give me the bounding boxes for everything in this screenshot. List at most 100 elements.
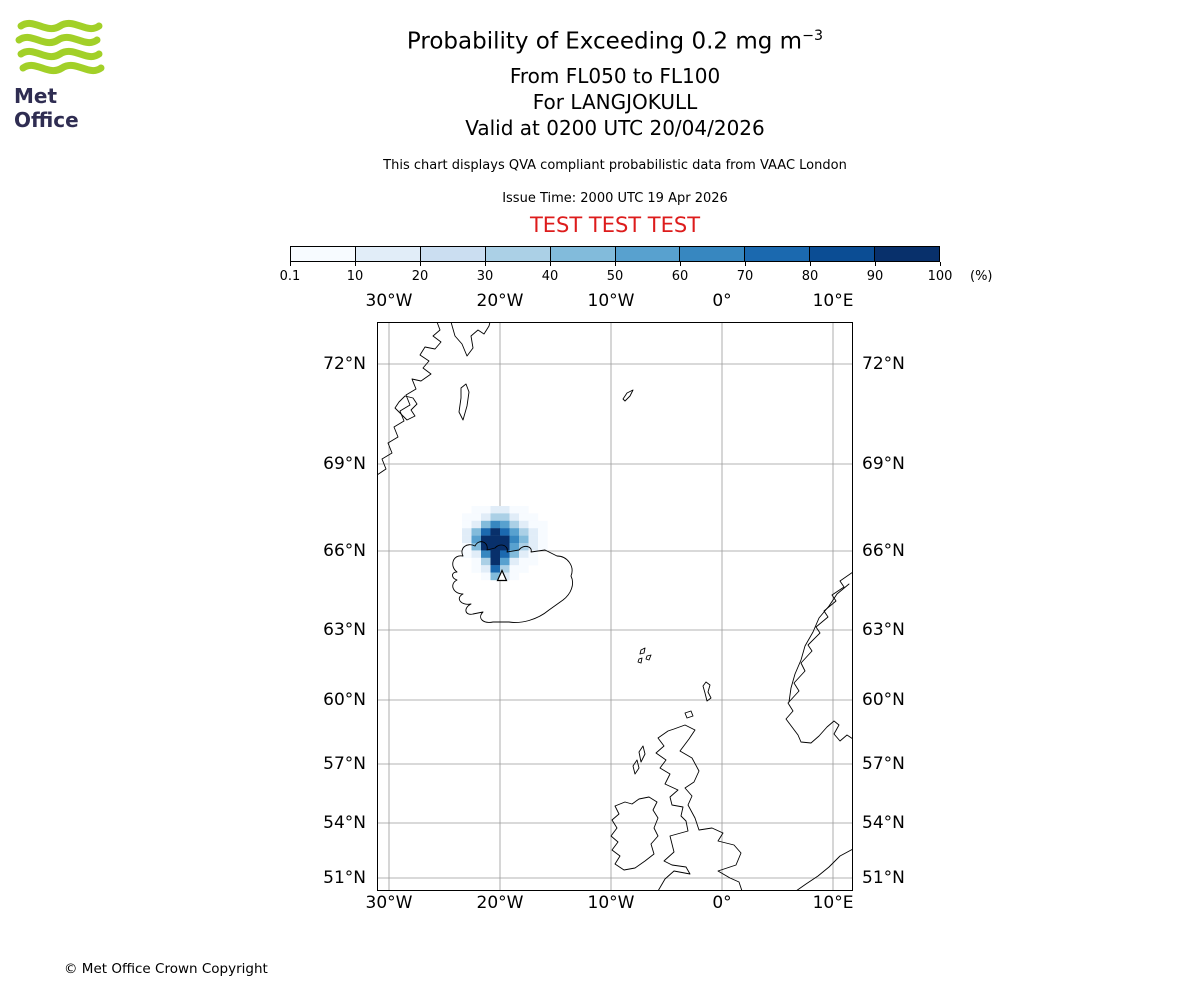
probability-cell	[490, 543, 501, 551]
probability-cell	[462, 543, 472, 551]
probability-cell	[471, 520, 482, 529]
probability-cell	[490, 572, 501, 581]
coastline-jan-mayen	[622, 389, 634, 402]
colorbar-tick-label: 70	[736, 269, 754, 284]
page-title-exponent: −3	[802, 28, 824, 44]
lon-label-bottom: 10°E	[812, 893, 854, 913]
probability-cell	[462, 550, 472, 558]
lon-label-bottom: 30°W	[365, 893, 413, 913]
probability-cell	[481, 506, 491, 514]
probability-cell	[471, 513, 482, 521]
colorbar-tick-label: 30	[476, 269, 494, 284]
lat-label-right: 69°N	[862, 454, 905, 474]
colorbar-tick	[550, 262, 551, 266]
logo-wave	[17, 47, 103, 61]
page-title: Probability of Exceeding 0.2 mg m−3	[30, 28, 1200, 55]
probability-cell	[471, 506, 482, 514]
coastline-ireland	[610, 796, 659, 871]
probability-cell	[509, 550, 520, 558]
probability-cell	[481, 535, 491, 544]
probability-cell	[500, 535, 510, 544]
colorbar-tick-label: 90	[866, 269, 884, 284]
probability-cell	[490, 513, 501, 521]
colorbar-segment	[744, 247, 810, 261]
probability-cell	[481, 543, 491, 551]
lat-label-right: 63°N	[862, 620, 905, 640]
probability-cell	[519, 550, 529, 558]
lat-label-left: 72°N	[323, 354, 366, 374]
probability-cell	[519, 506, 529, 514]
colorbar-tick	[680, 262, 681, 266]
probability-cell	[481, 572, 491, 581]
probability-cell	[490, 520, 501, 529]
lon-label-top: 10°E	[812, 291, 854, 311]
probability-cell	[500, 543, 510, 551]
probability-cell	[471, 535, 482, 544]
colorbar-segment	[484, 247, 550, 261]
subtitle-volcano: For LANGJOKULL	[532, 90, 698, 114]
probability-cell	[509, 565, 520, 573]
probability-cell	[481, 528, 491, 536]
probability-cell	[490, 506, 501, 514]
subtitle-flight-levels: From FL050 to FL100	[509, 64, 721, 88]
probability-cell	[500, 528, 510, 536]
probability-cell	[509, 572, 520, 581]
colorbar-tick	[485, 262, 486, 266]
probability-cell	[519, 528, 529, 536]
copyright-notice: © Met Office Crown Copyright	[64, 961, 268, 977]
probability-cell	[490, 535, 501, 544]
probability-cell	[528, 528, 539, 536]
coastline-norway-fjords	[788, 583, 850, 703]
probability-cell	[538, 543, 548, 551]
probability-colorbar	[290, 246, 940, 262]
colorbar-tick-label: 80	[801, 269, 819, 284]
colorbar-tick-label: 10	[346, 269, 364, 284]
coastline-greenland-fjord-island	[458, 383, 470, 421]
probability-cell	[500, 506, 510, 514]
test-banner: TEST TEST TEST	[529, 213, 701, 237]
probability-cell	[519, 513, 529, 521]
probability-cell	[528, 557, 539, 566]
probability-cell	[509, 557, 520, 566]
lon-label-bottom: 10°W	[587, 893, 635, 913]
probability-cell	[509, 520, 520, 529]
probability-cell	[519, 520, 529, 529]
coastline-orkney	[684, 710, 694, 719]
coastline-denmark	[795, 848, 854, 892]
lat-label-left: 63°N	[323, 620, 366, 640]
probability-cell	[500, 513, 510, 521]
lat-label-left: 54°N	[323, 813, 366, 833]
colorbar-segment	[354, 247, 420, 261]
met-office-logo: Met Office	[14, 16, 124, 132]
probability-cell	[500, 557, 510, 566]
probability-cell	[509, 506, 520, 514]
lat-label-left: 51°N	[323, 868, 366, 888]
probability-cell	[471, 528, 482, 536]
colorbar-unit-label: (%)	[970, 269, 993, 284]
colorbar-segment	[549, 247, 615, 261]
lat-label-right: 72°N	[862, 354, 905, 374]
coastline-greenland	[376, 321, 442, 476]
lat-label-right: 66°N	[862, 541, 905, 561]
map-panel	[376, 321, 854, 892]
issue-time: Issue Time: 2000 UTC 19 Apr 2026	[502, 191, 728, 206]
probability-cell	[538, 535, 548, 544]
probability-cell	[519, 557, 529, 566]
page-title-text: Probability of Exceeding 0.2 mg m	[406, 28, 803, 55]
coastlines	[376, 321, 854, 892]
probability-cell	[462, 528, 472, 536]
probability-cell	[528, 550, 539, 558]
colorbar-tick-label: 50	[606, 269, 624, 284]
probability-cell	[509, 513, 520, 521]
probability-cell	[500, 520, 510, 529]
coastline-greenland-peninsula	[450, 321, 491, 357]
coastline-hebrides	[632, 745, 646, 775]
met-office-logo-text: Met Office	[14, 84, 79, 132]
colorbar-tick	[875, 262, 876, 266]
colorbar-tick	[615, 262, 616, 266]
colorbar-tick	[940, 262, 941, 266]
probability-cell	[481, 513, 491, 521]
probability-cell	[500, 565, 510, 573]
colorbar-tick	[745, 262, 746, 266]
lon-label-top: 0°	[712, 291, 732, 311]
